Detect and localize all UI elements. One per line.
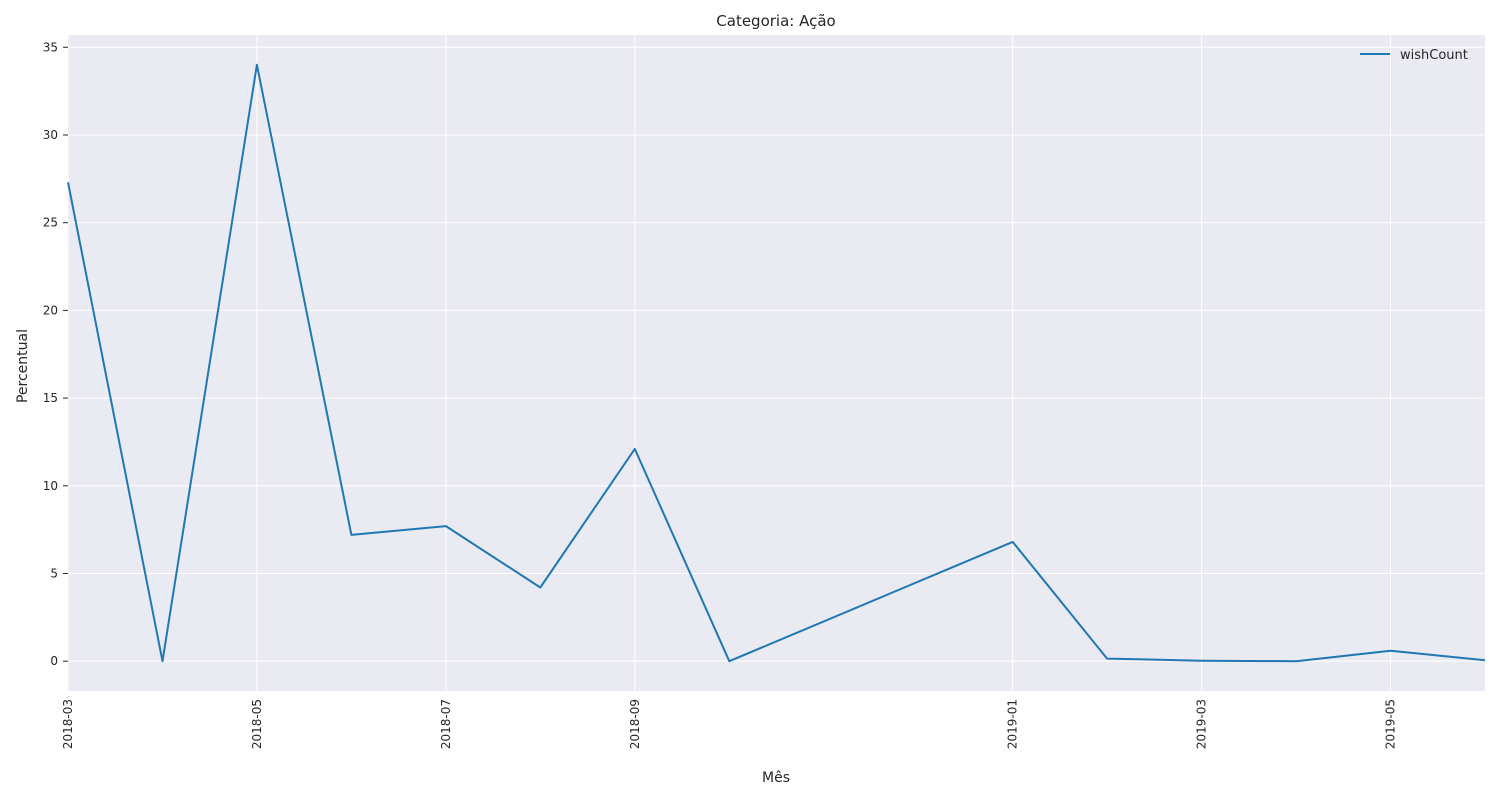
data-point bbox=[1199, 658, 1204, 663]
y-tick-label: 15 bbox=[43, 391, 58, 405]
y-tick-label: 0 bbox=[50, 654, 58, 668]
x-tick-label: 2018-07 bbox=[439, 699, 453, 749]
legend: wishCount bbox=[1360, 48, 1468, 63]
x-tick-label: 2018-09 bbox=[628, 699, 642, 749]
y-axis-ticks: 0 5 10 15 20 25 30 35 bbox=[43, 40, 68, 668]
data-point bbox=[1483, 658, 1488, 663]
x-tick-label: 2019-03 bbox=[1195, 699, 1209, 749]
series-line-wishcount bbox=[67, 63, 1486, 663]
y-axis-label: Percentual bbox=[15, 329, 31, 403]
x-tick-label: 2018-03 bbox=[61, 699, 75, 749]
y-tick-label: 30 bbox=[43, 128, 58, 142]
x-axis-label: Mês bbox=[762, 770, 790, 786]
data-point bbox=[632, 446, 637, 451]
data-point bbox=[349, 532, 354, 537]
data-point bbox=[1010, 539, 1015, 544]
data-point bbox=[160, 659, 165, 664]
x-tick-label: 2018-05 bbox=[250, 699, 264, 749]
x-tick-label: 2019-01 bbox=[1006, 699, 1020, 749]
y-tick-label: 35 bbox=[43, 40, 58, 54]
y-tick-label: 20 bbox=[43, 303, 58, 317]
data-point bbox=[443, 524, 448, 529]
legend-label-wishcount: wishCount bbox=[1400, 48, 1468, 63]
y-tick-label: 10 bbox=[43, 479, 58, 493]
y-tick-label: 5 bbox=[50, 566, 58, 580]
series-layer bbox=[66, 62, 1488, 664]
data-point bbox=[1388, 648, 1393, 653]
data-point bbox=[66, 180, 71, 185]
x-axis-ticks: 2018-03 2018-05 2018-07 2018-09 2019-01 2019-… bbox=[61, 699, 1398, 749]
x-tick-label: 2019-05 bbox=[1384, 699, 1398, 749]
data-point bbox=[538, 585, 543, 590]
chart-title: Categoria: Ação bbox=[716, 12, 835, 30]
grid-lines bbox=[67, 35, 1485, 691]
data-point bbox=[727, 659, 732, 664]
data-point bbox=[254, 62, 259, 67]
y-tick-label: 25 bbox=[43, 216, 58, 230]
data-point bbox=[1294, 659, 1299, 664]
data-point bbox=[1105, 656, 1110, 661]
plot-background bbox=[68, 35, 1485, 691]
